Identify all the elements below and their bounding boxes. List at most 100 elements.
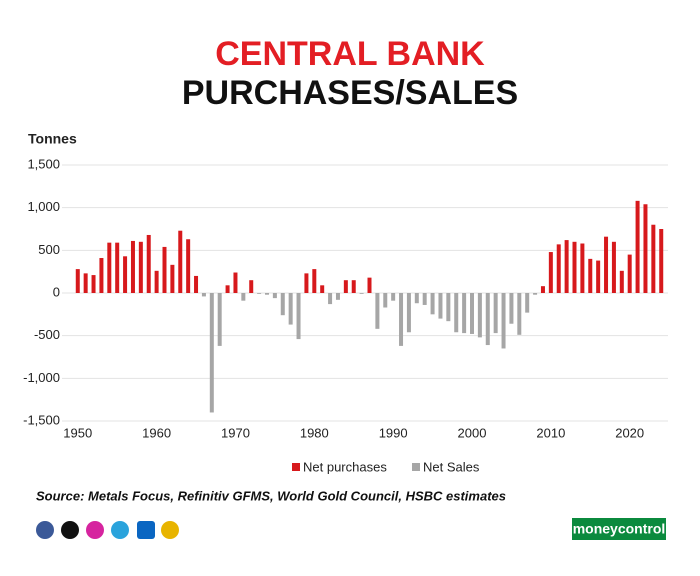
bar	[477, 293, 482, 338]
bar	[272, 293, 277, 299]
bar	[115, 242, 120, 293]
source: Source: Metals Focus, Refinitiv GFMS, Wo…	[36, 488, 506, 503]
bar	[209, 293, 214, 413]
bar	[146, 234, 151, 293]
bar	[446, 293, 451, 322]
bar	[257, 293, 262, 294]
icon-x[interactable]	[61, 521, 79, 539]
bar	[343, 280, 348, 293]
y-tick-label: -500	[34, 327, 60, 342]
brand-text: moneycontrol	[573, 521, 666, 537]
bar	[265, 293, 269, 295]
bar	[383, 293, 388, 308]
bar	[304, 273, 309, 293]
bar	[217, 293, 222, 346]
bar	[643, 204, 648, 293]
bar	[351, 280, 356, 293]
bar	[162, 246, 167, 293]
bar	[201, 293, 206, 297]
bar	[91, 275, 96, 293]
bar	[430, 293, 435, 315]
icon-instagram[interactable]	[86, 521, 104, 539]
bar	[462, 293, 467, 334]
bar	[107, 242, 112, 293]
bar	[178, 230, 183, 293]
bar	[470, 293, 474, 334]
bar	[241, 293, 246, 301]
bar	[493, 293, 498, 334]
legend-swatch	[292, 463, 300, 471]
chart-subtitle: PURCHASES/SALES	[182, 74, 518, 112]
bar	[130, 240, 135, 293]
bar	[399, 293, 404, 346]
icon-telegram[interactable]	[111, 521, 129, 539]
bar	[359, 293, 364, 294]
bar	[556, 244, 561, 293]
legend: Net purchases Net Sales	[292, 459, 480, 474]
y-tick-label: 1,500	[27, 156, 60, 171]
x-tick-label: 1960	[142, 425, 171, 440]
bar	[75, 269, 80, 293]
bar	[422, 293, 427, 305]
bar	[564, 240, 569, 293]
bar	[138, 241, 143, 293]
x-tick-label: 1980	[300, 425, 329, 440]
bar	[312, 269, 317, 293]
bar	[627, 254, 632, 293]
bar	[501, 293, 506, 349]
icon-snapchat[interactable]	[161, 521, 179, 539]
chart-title: CENTRAL BANK	[215, 35, 485, 73]
bar	[367, 277, 372, 293]
bar	[540, 286, 545, 293]
bar	[635, 200, 640, 293]
bar	[288, 293, 293, 325]
brand-logo	[572, 518, 666, 540]
bar	[99, 258, 104, 293]
y-tick-label: 1,000	[27, 199, 60, 214]
bar	[328, 293, 333, 305]
icon-linkedin[interactable]	[137, 521, 155, 539]
bar	[580, 243, 585, 293]
bar	[296, 293, 301, 340]
y-tick-label: 500	[38, 242, 60, 257]
bar	[320, 285, 325, 293]
bar	[572, 241, 577, 293]
legend-label: Net Sales	[423, 459, 480, 474]
legend-swatch	[412, 463, 420, 471]
x-tick-label: 2010	[536, 425, 565, 440]
x-tick-label: 1990	[379, 425, 408, 440]
x-tick-label: 2000	[458, 425, 487, 440]
bar	[406, 293, 411, 333]
bar	[186, 239, 191, 293]
social-icons	[36, 521, 179, 539]
bar	[249, 280, 254, 293]
bar	[414, 293, 419, 304]
bar	[194, 275, 199, 293]
bar	[454, 293, 459, 333]
bar	[391, 293, 396, 301]
bar	[280, 293, 285, 316]
bar	[225, 285, 230, 293]
bar	[375, 293, 380, 329]
icon-facebook[interactable]	[36, 521, 54, 539]
bar	[525, 293, 530, 313]
bar	[548, 252, 553, 293]
bar	[588, 258, 593, 293]
bar	[509, 293, 514, 324]
x-tick-label: 1950	[63, 425, 92, 440]
bar	[83, 273, 88, 293]
bar	[233, 272, 238, 293]
x-tick-label: 2020	[615, 425, 644, 440]
y-tick-label: -1,000	[23, 370, 60, 385]
y-axis-label: Tonnes	[28, 131, 77, 147]
bar	[611, 241, 616, 293]
bar	[485, 293, 490, 346]
bar	[123, 256, 128, 293]
y-tick-label: -1,500	[23, 412, 60, 427]
bar	[604, 236, 609, 293]
x-tick-label: 1970	[221, 425, 250, 440]
legend-label: Net purchases	[303, 459, 387, 474]
bar	[596, 260, 601, 293]
bar	[619, 270, 624, 293]
